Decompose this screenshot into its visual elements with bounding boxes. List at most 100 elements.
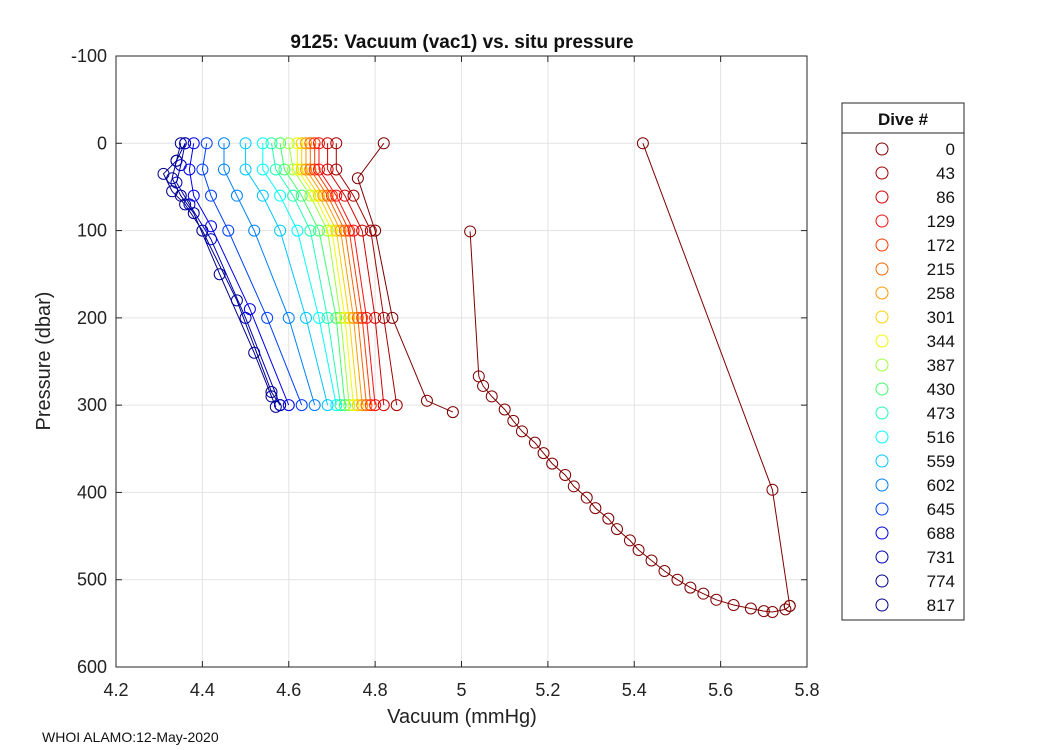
- data-point: [744, 602, 757, 615]
- data-point: [308, 137, 321, 150]
- data-point: [230, 189, 243, 202]
- y-tick-label: 200: [77, 308, 107, 328]
- data-point: [377, 311, 390, 324]
- legend-entry: 559: [875, 452, 955, 471]
- legend-label: 301: [927, 308, 955, 327]
- legend-label: 86: [936, 188, 955, 207]
- series-688: [183, 137, 295, 412]
- data-point: [757, 605, 770, 618]
- legend-entry: 344: [875, 332, 955, 351]
- y-axis-ticks: -100 0 100 200 300 400 500 600: [71, 46, 807, 677]
- data-point: [239, 137, 252, 150]
- data-point: [312, 311, 325, 324]
- x-tick-label: 5.2: [535, 680, 560, 700]
- data-point: [498, 403, 511, 416]
- series-215: [304, 137, 373, 412]
- legend-label: 774: [927, 572, 955, 591]
- data-point: [334, 399, 347, 412]
- legend-label: 258: [927, 284, 955, 303]
- legend-marker: [875, 214, 889, 228]
- series-line: [314, 143, 372, 406]
- legend-marker: [875, 310, 889, 324]
- data-point: [464, 225, 477, 238]
- legend-label: 817: [927, 596, 955, 615]
- legend-marker: [875, 430, 889, 444]
- x-tick-label: 5: [456, 680, 466, 700]
- series-387: [282, 137, 356, 412]
- data-point: [295, 137, 308, 150]
- legend-label: 215: [927, 260, 955, 279]
- y-tick-label: -100: [71, 46, 107, 66]
- data-point: [265, 137, 278, 150]
- legend-label: 43: [936, 164, 955, 183]
- legend-entry: 215: [875, 260, 955, 279]
- data-point: [304, 137, 317, 150]
- data-point: [446, 406, 459, 419]
- data-point: [205, 233, 218, 246]
- chart-title: 9125: Vacuum (vac1) vs. situ pressure: [290, 32, 633, 53]
- data-point: [317, 189, 330, 202]
- data-point: [222, 224, 235, 237]
- data-point: [282, 137, 295, 150]
- data-point: [360, 399, 373, 412]
- data-point: [291, 163, 304, 176]
- data-point: [287, 189, 300, 202]
- data-point: [205, 189, 218, 202]
- data-point: [645, 554, 658, 567]
- data-point: [338, 224, 351, 237]
- legend-label: 688: [927, 524, 955, 543]
- data-point: [243, 303, 256, 316]
- series-line: [175, 143, 281, 406]
- legend-title: Dive #: [878, 110, 929, 129]
- legend-entry: 688: [875, 524, 955, 543]
- data-point: [546, 457, 559, 470]
- data-point: [295, 189, 308, 202]
- data-point: [356, 311, 369, 324]
- legend-entry: 129: [875, 212, 955, 231]
- legend: Dive # 0 43 86 129 172 215 258 301 344 387 430 473 5…: [841, 102, 965, 621]
- series-731: [170, 137, 287, 412]
- series-line: [201, 143, 303, 406]
- data-point: [308, 189, 321, 202]
- series-559: [239, 137, 334, 412]
- series-258: [300, 137, 369, 412]
- legend-label: 129: [927, 212, 955, 231]
- data-point: [217, 163, 230, 176]
- data-point: [390, 399, 403, 412]
- legend-label: 473: [927, 404, 955, 423]
- series-line: [296, 143, 354, 406]
- x-axis-ticks: 4.2 4.4 4.6 4.8 5 5.2 5.4 5.6 5.8: [103, 56, 820, 700]
- series-0: [351, 137, 459, 419]
- series-301: [295, 137, 364, 412]
- data-point: [766, 606, 779, 619]
- series-line: [305, 143, 363, 406]
- data-point: [477, 379, 490, 392]
- data-point: [343, 311, 356, 324]
- legend-entry: 731: [875, 548, 955, 567]
- data-point: [351, 399, 364, 412]
- data-point: [330, 224, 343, 237]
- data-point: [338, 399, 351, 412]
- data-point: [507, 414, 520, 427]
- data-point: [274, 189, 287, 202]
- data-point: [196, 163, 209, 176]
- legend-entry: 473: [875, 404, 955, 423]
- legend-marker: [875, 574, 889, 588]
- legend-marker: [875, 286, 889, 300]
- series-line: [469, 231, 791, 613]
- series-43: [330, 137, 403, 412]
- series-line: [301, 143, 359, 406]
- series-172: [308, 137, 377, 412]
- data-point: [304, 224, 317, 237]
- data-point: [274, 224, 287, 237]
- data-point: [200, 137, 213, 150]
- data-point: [377, 399, 390, 412]
- series-layer: [157, 137, 796, 619]
- legend-entry: 516: [875, 428, 955, 447]
- series-line: [271, 143, 342, 406]
- data-point: [636, 137, 649, 150]
- legend-label: 0: [946, 140, 955, 159]
- y-tick-label: 300: [77, 395, 107, 415]
- data-point: [779, 603, 792, 616]
